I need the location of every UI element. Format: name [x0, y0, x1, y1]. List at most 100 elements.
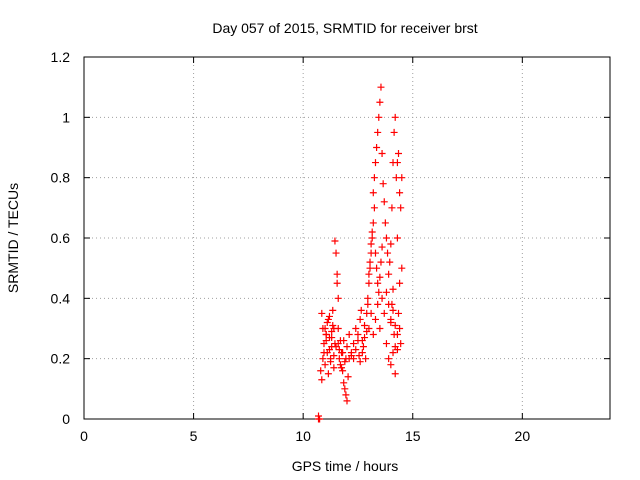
y-tick-label: 0.6 [51, 230, 71, 246]
data-point [370, 204, 378, 212]
data-point [395, 150, 403, 158]
data-point [364, 300, 372, 308]
data-point [329, 321, 337, 329]
data-point [393, 331, 401, 339]
data-point [340, 379, 348, 387]
data-point [393, 159, 401, 167]
data-point [342, 391, 350, 399]
y-tick-label: 0.2 [51, 351, 71, 367]
data-point [322, 331, 330, 339]
data-point [338, 364, 346, 372]
data-point [369, 331, 377, 339]
data-point [382, 234, 390, 242]
data-point [344, 373, 352, 381]
x-tick-label: 10 [295, 428, 311, 444]
data-point [335, 355, 343, 363]
data-point [325, 312, 333, 320]
data-point [374, 279, 382, 287]
data-point [375, 288, 383, 296]
grid [84, 57, 610, 419]
data-point [362, 355, 370, 363]
data-point [366, 264, 374, 272]
data-point [328, 334, 336, 342]
data-point [322, 337, 330, 345]
data-point [371, 315, 379, 323]
data-point [364, 294, 372, 302]
data-point [350, 340, 358, 348]
data-point [385, 355, 393, 363]
data-point [333, 279, 341, 287]
data-point [318, 309, 326, 317]
data-point [324, 370, 332, 378]
data-point [359, 343, 367, 351]
data-point [387, 240, 395, 248]
data-point [356, 315, 364, 323]
data-point [319, 325, 327, 332]
y-tick-label: 0.4 [51, 290, 71, 306]
x-tick-label: 5 [190, 428, 198, 444]
x-axis-ticks: 0 5 10 15 20 [80, 57, 530, 444]
y-tick-label: 0.8 [51, 170, 71, 186]
data-point [318, 376, 326, 384]
data-point [330, 352, 338, 360]
data-point [329, 306, 337, 314]
data-point [373, 264, 381, 272]
data-point [320, 349, 328, 357]
data-point [385, 300, 393, 308]
data-point [393, 234, 401, 242]
data-point [331, 237, 339, 245]
data-point [365, 279, 373, 287]
chart-title: Day 057 of 2015, SRMTID for receiver brs… [212, 20, 477, 36]
data-point [380, 309, 388, 317]
data-point [387, 361, 395, 369]
data-point [358, 349, 366, 357]
data-point [319, 355, 327, 363]
data-point [339, 367, 347, 375]
data-point [315, 412, 323, 420]
data-point [387, 315, 395, 323]
data-point [378, 150, 386, 158]
data-point [341, 385, 349, 393]
data-point [377, 258, 385, 266]
data-point [395, 309, 403, 317]
data-point [374, 128, 382, 136]
y-tick-label: 1.2 [51, 49, 71, 65]
data-point [334, 325, 342, 332]
data-point [327, 355, 335, 363]
data-point [390, 128, 398, 136]
data-point [396, 189, 404, 197]
data-point [343, 343, 351, 351]
data-point [355, 352, 363, 360]
data-point [333, 270, 341, 278]
data-point [352, 325, 360, 332]
data-point [373, 144, 381, 151]
data-point [384, 249, 392, 257]
x-axis-label: GPS time / hours [292, 458, 399, 474]
data-point [321, 361, 329, 369]
x-tick-label: 15 [405, 428, 421, 444]
data-point [391, 370, 399, 378]
data-point [367, 240, 375, 248]
data-point [335, 346, 343, 354]
data-point [352, 346, 360, 354]
data-point [325, 346, 333, 354]
data-point [324, 315, 332, 323]
data-point [361, 334, 369, 342]
data-point [374, 300, 382, 308]
data-point [345, 331, 353, 339]
data-point [382, 288, 390, 296]
data-point [391, 321, 399, 329]
data-point [371, 249, 379, 257]
data-point [330, 364, 338, 372]
data-point [342, 355, 350, 363]
y-axis-label: SRMTID / TECUs [5, 183, 21, 293]
data-point [381, 219, 389, 227]
data-point [386, 258, 394, 266]
data-point [350, 355, 358, 363]
data-point [369, 219, 377, 227]
data-point [380, 198, 388, 206]
data-point [368, 228, 376, 236]
data-point [396, 325, 404, 332]
